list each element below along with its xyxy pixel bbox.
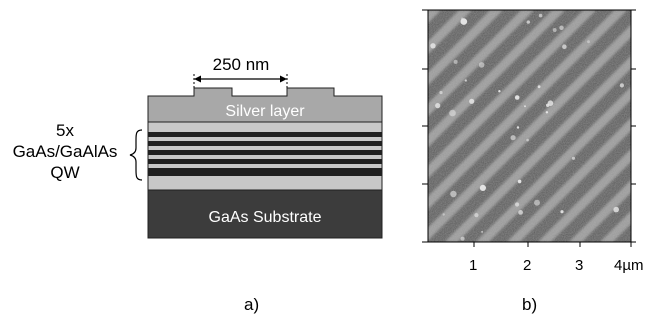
x-tick-4um: 4µm [614, 257, 644, 274]
surface-particle [510, 135, 516, 141]
surface-particles [430, 13, 625, 241]
caption-a: a) [244, 295, 260, 314]
substrate-block [147, 189, 383, 239]
surface-particle [478, 62, 485, 68]
qw-material-label: GaAs/GaAlAs [12, 142, 118, 161]
surface-particle [464, 79, 467, 82]
surface-particle [516, 126, 520, 129]
x-tick-1: 1 [469, 257, 478, 274]
surface-particle [474, 213, 479, 218]
surface-particle [619, 83, 625, 88]
period-dimension [193, 74, 288, 88]
surface-particle [560, 210, 564, 214]
surface-particle [587, 40, 590, 44]
well-layer [148, 168, 382, 176]
surface-particle [515, 202, 520, 207]
surface-particle [453, 59, 458, 64]
surface-particle [442, 213, 445, 216]
surface-particle [514, 95, 520, 100]
grating-ridge [428, 10, 442, 24]
x-tick-2: 2 [523, 257, 532, 274]
well-layer [148, 159, 382, 164]
surface-particle [449, 109, 456, 117]
surface-particle [435, 103, 441, 109]
surface-particle [559, 25, 564, 30]
silver-grating [147, 87, 383, 123]
qw-count-label: 5x [56, 121, 74, 140]
surface-particle [439, 90, 443, 95]
surface-particle [524, 105, 526, 108]
surface-particle [460, 18, 468, 25]
surface-particle [538, 13, 543, 18]
well-layer [148, 132, 382, 137]
period-label: 250 nm [213, 55, 270, 74]
surface-particle [534, 199, 540, 206]
quantum-well-stack [147, 121, 383, 191]
substrate-label: GaAs Substrate [209, 209, 322, 226]
qw-brace [129, 129, 143, 181]
surface-particle [450, 190, 457, 198]
surface-particle [469, 98, 475, 104]
surface-particle [481, 230, 484, 233]
x-tick-3: 3 [575, 257, 584, 274]
surface-particle [430, 43, 436, 49]
caption-b: b) [522, 295, 538, 314]
surface-particle [571, 156, 576, 160]
surface-particle [552, 28, 557, 32]
qw-label: QW [50, 163, 80, 182]
surface-particle [545, 111, 549, 114]
surface-particle [562, 44, 567, 49]
well-layer [148, 141, 382, 146]
surface-particle [547, 100, 554, 106]
surface-particle [526, 138, 529, 142]
well-layer [148, 150, 382, 155]
surface-particle [526, 20, 530, 24]
surface-particle [461, 17, 464, 20]
surface-particle [613, 206, 619, 213]
surface-particle [537, 85, 541, 89]
surface-particle [498, 90, 501, 93]
surface-particle [518, 210, 523, 215]
surface-particle [460, 236, 465, 241]
silver-layer-label: Silver layer [225, 103, 305, 120]
surface-particle [479, 184, 486, 191]
grating-ridge [165, 10, 410, 242]
afm-ticks [422, 9, 636, 247]
surface-particle [517, 179, 522, 184]
